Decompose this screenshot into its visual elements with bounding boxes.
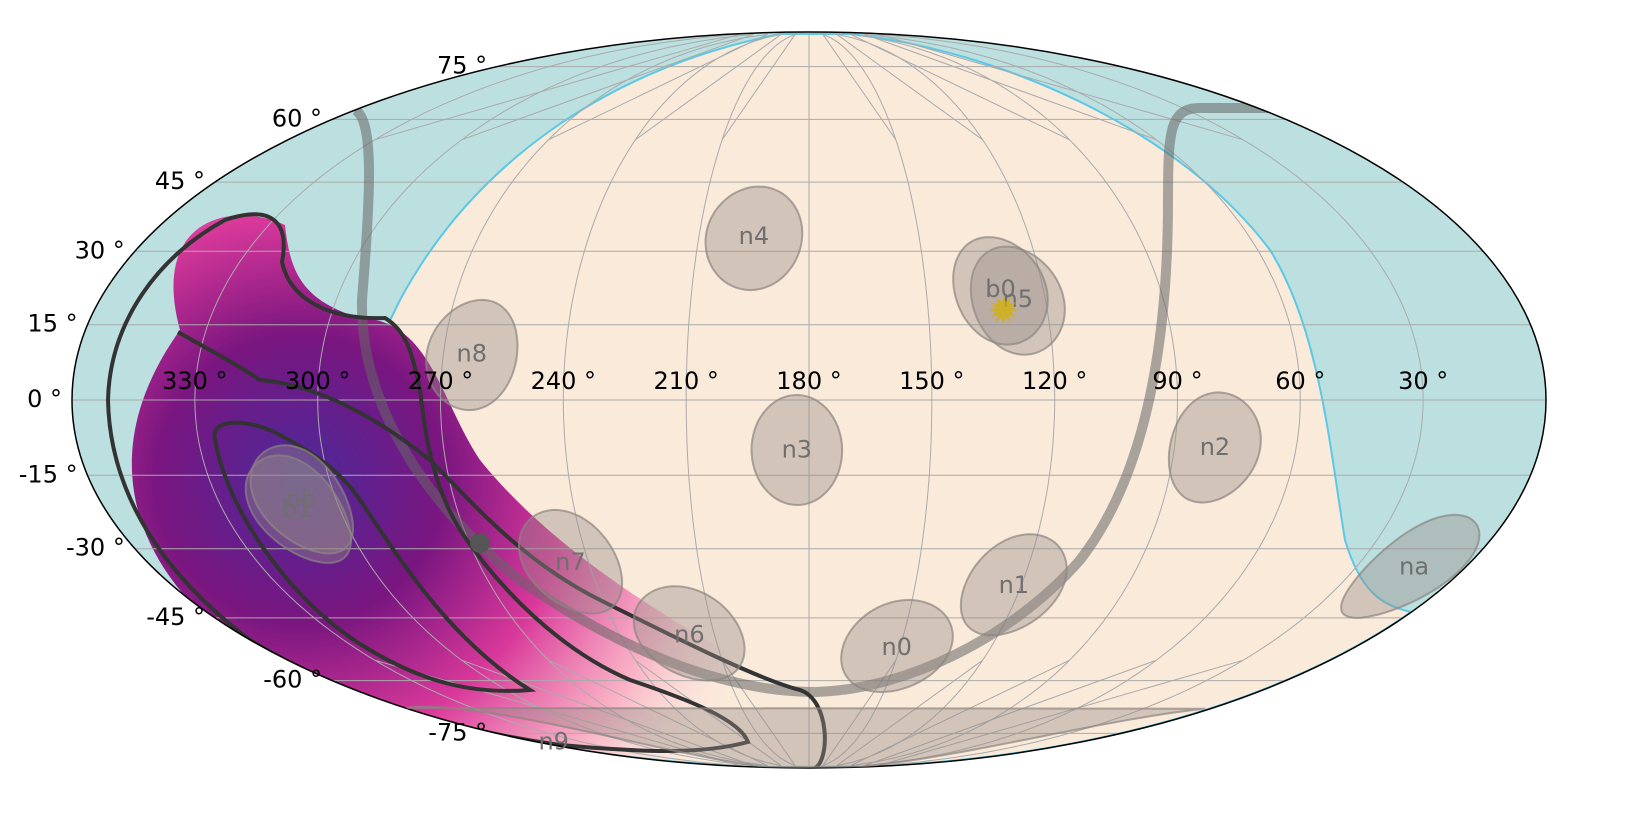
lat-tick-label: -15 ° [19, 460, 78, 488]
detector-label: n0 [881, 633, 911, 661]
detector-label: n9 [538, 727, 568, 755]
lat-tick-label: 30 ° [75, 236, 125, 264]
detector-footprint [704, 185, 804, 292]
lon-tick-label: 300 ° [285, 367, 350, 395]
tick-labels: 330 ° 300 ° 270 ° 240 ° 210 ° 180 ° 150 ° 120 °… [19, 52, 1448, 747]
detector-label: n2 [1200, 433, 1230, 461]
lon-tick-label: 240 ° [531, 367, 596, 395]
lon-tick-label: 330 ° [162, 367, 227, 395]
lon-tick-label: 90 ° [1152, 367, 1202, 395]
detector-footprint [405, 705, 1206, 768]
detector-footprint [959, 533, 1068, 637]
lon-tick-label: 60 ° [1275, 367, 1325, 395]
lon-tick-label: 120 ° [1022, 367, 1087, 395]
detector-footprint [1340, 513, 1481, 619]
lon-tick-label: 30 ° [1398, 367, 1448, 395]
contour-outer [176, 330, 827, 768]
sun [988, 294, 1019, 325]
detector-shapes [244, 185, 1481, 768]
detector-footprint [249, 444, 355, 555]
detector-label: n7 [555, 548, 585, 576]
sky-border [71, 31, 1547, 769]
detector-footprint [952, 236, 1049, 346]
lat-tick-label: 0 ° [27, 385, 62, 413]
detector-footprint [244, 454, 353, 564]
detector-label: b0 [985, 275, 1016, 303]
detector-footprint [632, 585, 746, 682]
detector-label: n6 [674, 620, 704, 648]
lat-tick-label: 15 ° [27, 310, 77, 338]
detector-footprint [517, 508, 624, 615]
lat-tick-label: -60 ° [263, 666, 322, 694]
lat-tick-label: 60 ° [272, 104, 322, 132]
detector-label: n3 [782, 435, 812, 463]
map-layers [72, 32, 1546, 768]
detector-label: n4 [739, 222, 769, 250]
lat-tick-label: 45 ° [155, 167, 205, 195]
lon-tick-label: 270 ° [408, 367, 473, 395]
lat-tick-label: -75 ° [428, 718, 487, 746]
contour-50 [212, 420, 537, 693]
lat-tick-label: -30 ° [66, 534, 125, 562]
detector-label: nb [286, 485, 316, 513]
lon-tick-label: 180 ° [776, 367, 841, 395]
best-position [470, 533, 490, 553]
lat-tick-label: 75 ° [437, 52, 487, 80]
detector-label: n8 [457, 340, 487, 368]
detector-footprint [840, 598, 954, 694]
lon-tick-label: 210 ° [653, 367, 718, 395]
detector-label: b1 [282, 495, 313, 523]
detector-footprint [750, 393, 844, 507]
graticule [72, 33, 1546, 767]
lon-tick-label: 150 ° [899, 367, 964, 395]
probability-region [131, 215, 824, 768]
detector-footprint [1167, 391, 1262, 504]
detector-footprint [425, 298, 519, 412]
lat-tick-label: -45 ° [146, 603, 205, 631]
detector-label: n1 [999, 571, 1029, 599]
detector-label: na [1399, 553, 1429, 581]
